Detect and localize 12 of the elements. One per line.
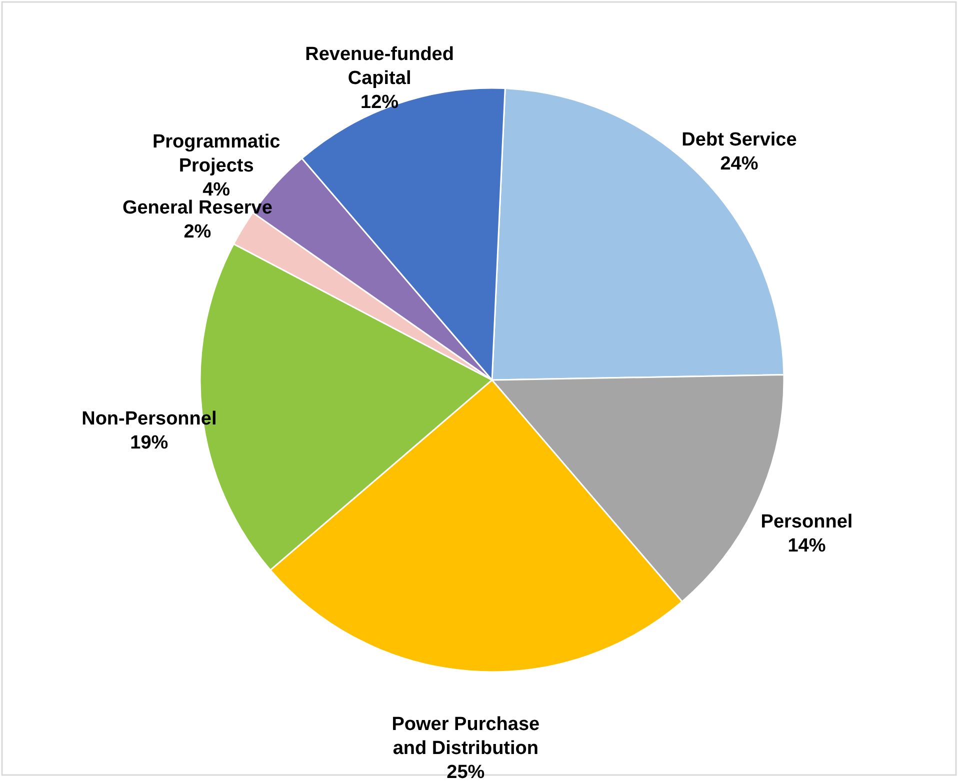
data-label: 24% — [720, 153, 758, 174]
data-label: 19% — [130, 432, 168, 454]
slice-label: Revenue-funded Capital — [305, 44, 454, 89]
slice-label: Personnel — [760, 511, 853, 532]
slice-label: Programmatic Projects — [152, 131, 281, 176]
data-label: 2% — [184, 221, 212, 242]
slice-label: Power Purchase and Distribution — [392, 714, 540, 759]
data-label: 25% — [446, 762, 485, 783]
slice-label: Debt Service — [682, 129, 797, 150]
data-label: 4% — [202, 179, 230, 200]
data-label: 12% — [360, 92, 399, 113]
data-label: 14% — [788, 535, 826, 556]
